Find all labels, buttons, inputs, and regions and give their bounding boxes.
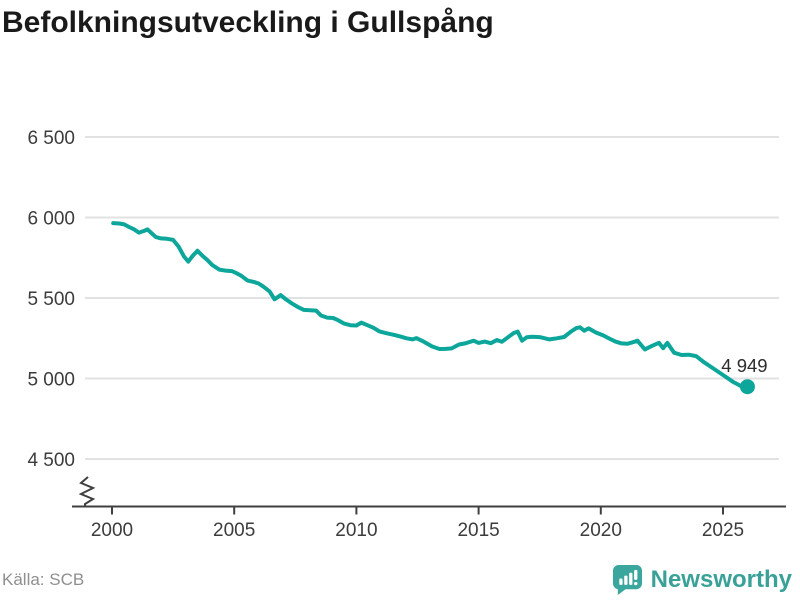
y-tick-label: 4 500 [27, 450, 75, 471]
y-tick-label: 5 500 [27, 289, 75, 310]
x-tick-label: 2005 [213, 520, 255, 541]
x-tick-label: 2020 [580, 520, 622, 541]
x-tick-label: 2010 [335, 520, 377, 541]
source-label: Källa: SCB [2, 570, 85, 589]
last-value-label: 4 949 [721, 355, 767, 376]
y-tick-label: 6 000 [27, 209, 75, 230]
last-point-dot [739, 379, 755, 395]
x-tick-label: 2015 [457, 520, 499, 541]
x-tick-label: 2000 [91, 520, 133, 541]
newsworthy-wordmark: Newsworthy [650, 565, 792, 593]
y-tick-label: 6 500 [27, 128, 75, 149]
newsworthy-chart-bubble-icon [612, 564, 643, 595]
axis-break-icon [78, 476, 96, 507]
x-tick-label: 2025 [702, 520, 744, 541]
series-line [111, 221, 750, 389]
page-title: Befolkningsutveckling i Gullspång [2, 6, 494, 39]
newsworthy-logo[interactable]: Newsworthy [612, 564, 792, 595]
y-tick-label: 5 000 [27, 370, 75, 391]
